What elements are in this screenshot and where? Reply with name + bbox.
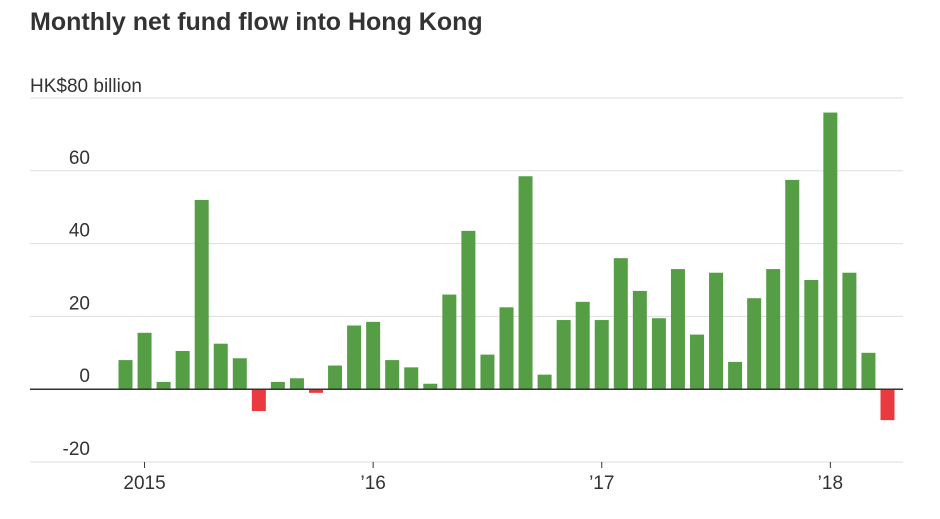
y-tick-label: 20 (69, 293, 90, 314)
bar (575, 301, 590, 390)
bar (613, 258, 628, 390)
bar (270, 381, 285, 390)
bar (404, 367, 419, 390)
bar (385, 360, 400, 390)
bar (480, 354, 495, 390)
bar (461, 230, 476, 390)
bar (442, 294, 457, 390)
bar (137, 332, 152, 390)
y-tick-label: -20 (63, 439, 90, 460)
bar (594, 320, 609, 390)
y-tick-label: 60 (69, 148, 90, 169)
bar (175, 350, 190, 390)
bar (804, 280, 819, 390)
bar (423, 383, 438, 390)
bar (709, 272, 724, 390)
bars (118, 112, 895, 421)
bar (632, 290, 647, 390)
x-tick-label: 2015 (123, 473, 165, 494)
bar (309, 389, 323, 393)
x-tick-label: ’17 (589, 473, 614, 494)
x-tick-label: ’18 (818, 473, 843, 494)
bar (118, 360, 133, 390)
axes: 60 40 20 0 -20 2015 ’16 ’17 ’18 (30, 148, 903, 494)
bar (823, 112, 838, 390)
bar (366, 321, 381, 390)
bar (880, 389, 895, 421)
bar (289, 378, 304, 390)
bar (690, 334, 704, 390)
bar (861, 352, 876, 390)
bar (194, 199, 209, 390)
bar (537, 374, 552, 390)
bar (499, 307, 514, 390)
bar (232, 358, 247, 390)
bar (728, 361, 743, 390)
bar (347, 325, 362, 390)
y-unit-label: HK$80 billion (30, 76, 142, 97)
bar (747, 298, 762, 390)
bar (251, 389, 266, 412)
x-tick-label: ’16 (360, 473, 385, 494)
bar (213, 343, 228, 390)
chart-title: Monthly net fund flow into Hong Kong (30, 8, 483, 36)
bar (556, 320, 571, 390)
bar (842, 272, 857, 390)
bar (328, 365, 343, 390)
bar (785, 179, 800, 390)
bar (670, 269, 685, 390)
bar (766, 269, 781, 390)
bar (518, 176, 533, 390)
bar (156, 381, 171, 390)
y-tick-label: 0 (79, 366, 90, 387)
y-tick-label: 40 (69, 221, 90, 242)
bar (651, 318, 666, 390)
